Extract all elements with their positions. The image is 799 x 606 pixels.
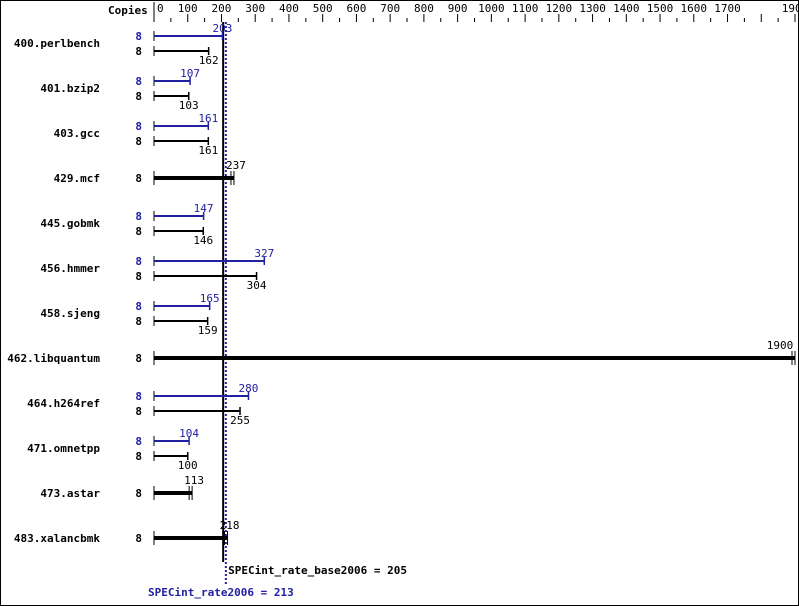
copies-label: 8 [135,435,142,448]
tick-label: 900 [448,2,468,15]
value-label: 203 [213,22,233,35]
benchmark-name: 458.sjeng [40,307,100,320]
tick-label: 1900 [782,2,799,15]
tick-label: 1500 [647,2,674,15]
value-label: 159 [198,324,218,337]
copies-label: 8 [135,352,142,365]
value-label: 147 [194,202,214,215]
value-label: 255 [230,414,250,427]
benchmark-name: 429.mcf [54,172,100,185]
value-label: 304 [247,279,267,292]
tick-label: 1400 [613,2,640,15]
base-summary: SPECint_rate_base2006 = 205 [228,564,407,577]
tick-label: 0 [157,2,164,15]
tick-label: 100 [178,2,198,15]
value-label: 280 [239,382,259,395]
benchmark-name: 464.h264ref [27,397,100,410]
benchmark-name: 401.bzip2 [40,82,100,95]
copies-label: 8 [135,405,142,418]
value-label: 165 [200,292,220,305]
tick-label: 1000 [478,2,505,15]
copies-label: 8 [135,270,142,283]
copies-label: 8 [135,30,142,43]
copies-label: 8 [135,172,142,185]
copies-label: 8 [135,45,142,58]
value-label: 327 [254,247,274,260]
tick-label: 1600 [681,2,708,15]
benchmark-name: 462.libquantum [7,352,100,365]
benchmark-name: 456.hmmer [40,262,100,275]
copies-label: 8 [135,487,142,500]
copies-label: 8 [135,300,142,313]
copies-label: 8 [135,390,142,403]
value-label: 1900 [767,339,794,352]
tick-label: 800 [414,2,434,15]
peak-summary: SPECint_rate2006 = 213 [148,586,294,599]
benchmark-name: 445.gobmk [40,217,100,230]
benchmark-name: 403.gcc [54,127,100,140]
tick-label: 200 [212,2,232,15]
copies-label: 8 [135,210,142,223]
value-label: 161 [198,112,218,125]
copies-label: 8 [135,450,142,463]
value-label: 146 [193,234,213,247]
tick-label: 1700 [714,2,741,15]
tick-label: 400 [279,2,299,15]
copies-label: 8 [135,315,142,328]
tick-label: 1100 [512,2,539,15]
value-label: 237 [226,159,246,172]
copies-label: 8 [135,75,142,88]
value-label: 218 [220,519,240,532]
copies-label: 8 [135,120,142,133]
value-label: 104 [179,427,199,440]
tick-label: 300 [245,2,265,15]
benchmark-name: 473.astar [40,487,100,500]
copies-label: 8 [135,255,142,268]
tick-label: 1200 [546,2,573,15]
x-axis-label: Copies [108,4,148,17]
tick-label: 500 [313,2,333,15]
value-label: 107 [180,67,200,80]
copies-label: 8 [135,225,142,238]
benchmark-name: 471.omnetpp [27,442,100,455]
value-label: 103 [179,99,199,112]
tick-label: 600 [346,2,366,15]
value-label: 162 [199,54,219,67]
value-label: 100 [178,459,198,472]
value-label: 113 [184,474,204,487]
benchmark-name: 400.perlbench [14,37,100,50]
tick-label: 1300 [579,2,606,15]
copies-label: 8 [135,135,142,148]
benchmark-name: 483.xalancbmk [14,532,100,545]
tick-label: 700 [380,2,400,15]
copies-label: 8 [135,90,142,103]
copies-label: 8 [135,532,142,545]
value-label: 161 [198,144,218,157]
